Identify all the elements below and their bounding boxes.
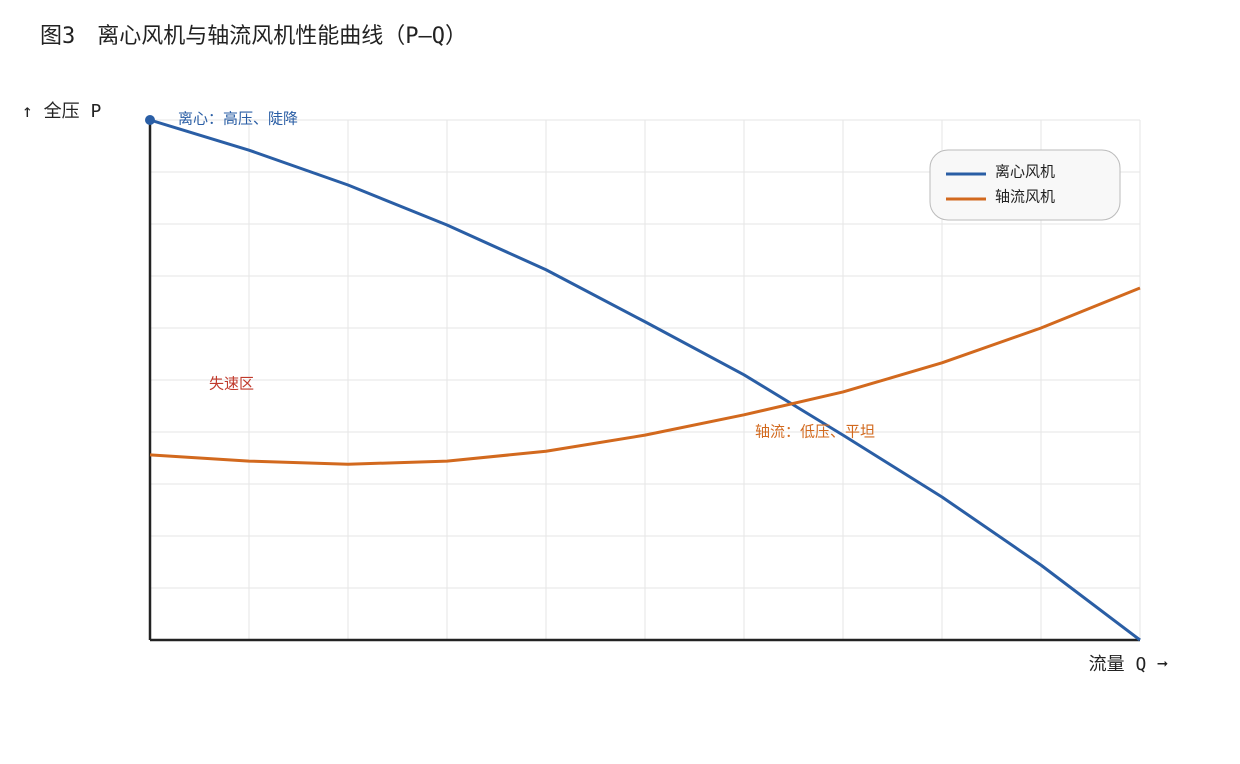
y-axis-label: ↑ 全压 P xyxy=(22,101,102,122)
chart-title: 图3 离心风机与轴流风机性能曲线（P–Q） xyxy=(40,24,467,49)
annotation: 失速区 xyxy=(209,375,254,393)
legend-label: 离心风机 xyxy=(995,163,1055,181)
series-line xyxy=(149,118,1141,642)
series-line xyxy=(149,286,1141,466)
legend-box xyxy=(929,149,1121,221)
annotation: 轴流：低压、平坦 xyxy=(755,423,875,441)
annotation: 离心：高压、陡降 xyxy=(178,110,298,128)
legend-label: 轴流风机 xyxy=(995,188,1055,206)
x-axis-label: 流量 Q ➞ xyxy=(1089,654,1169,675)
start-point xyxy=(145,115,155,125)
